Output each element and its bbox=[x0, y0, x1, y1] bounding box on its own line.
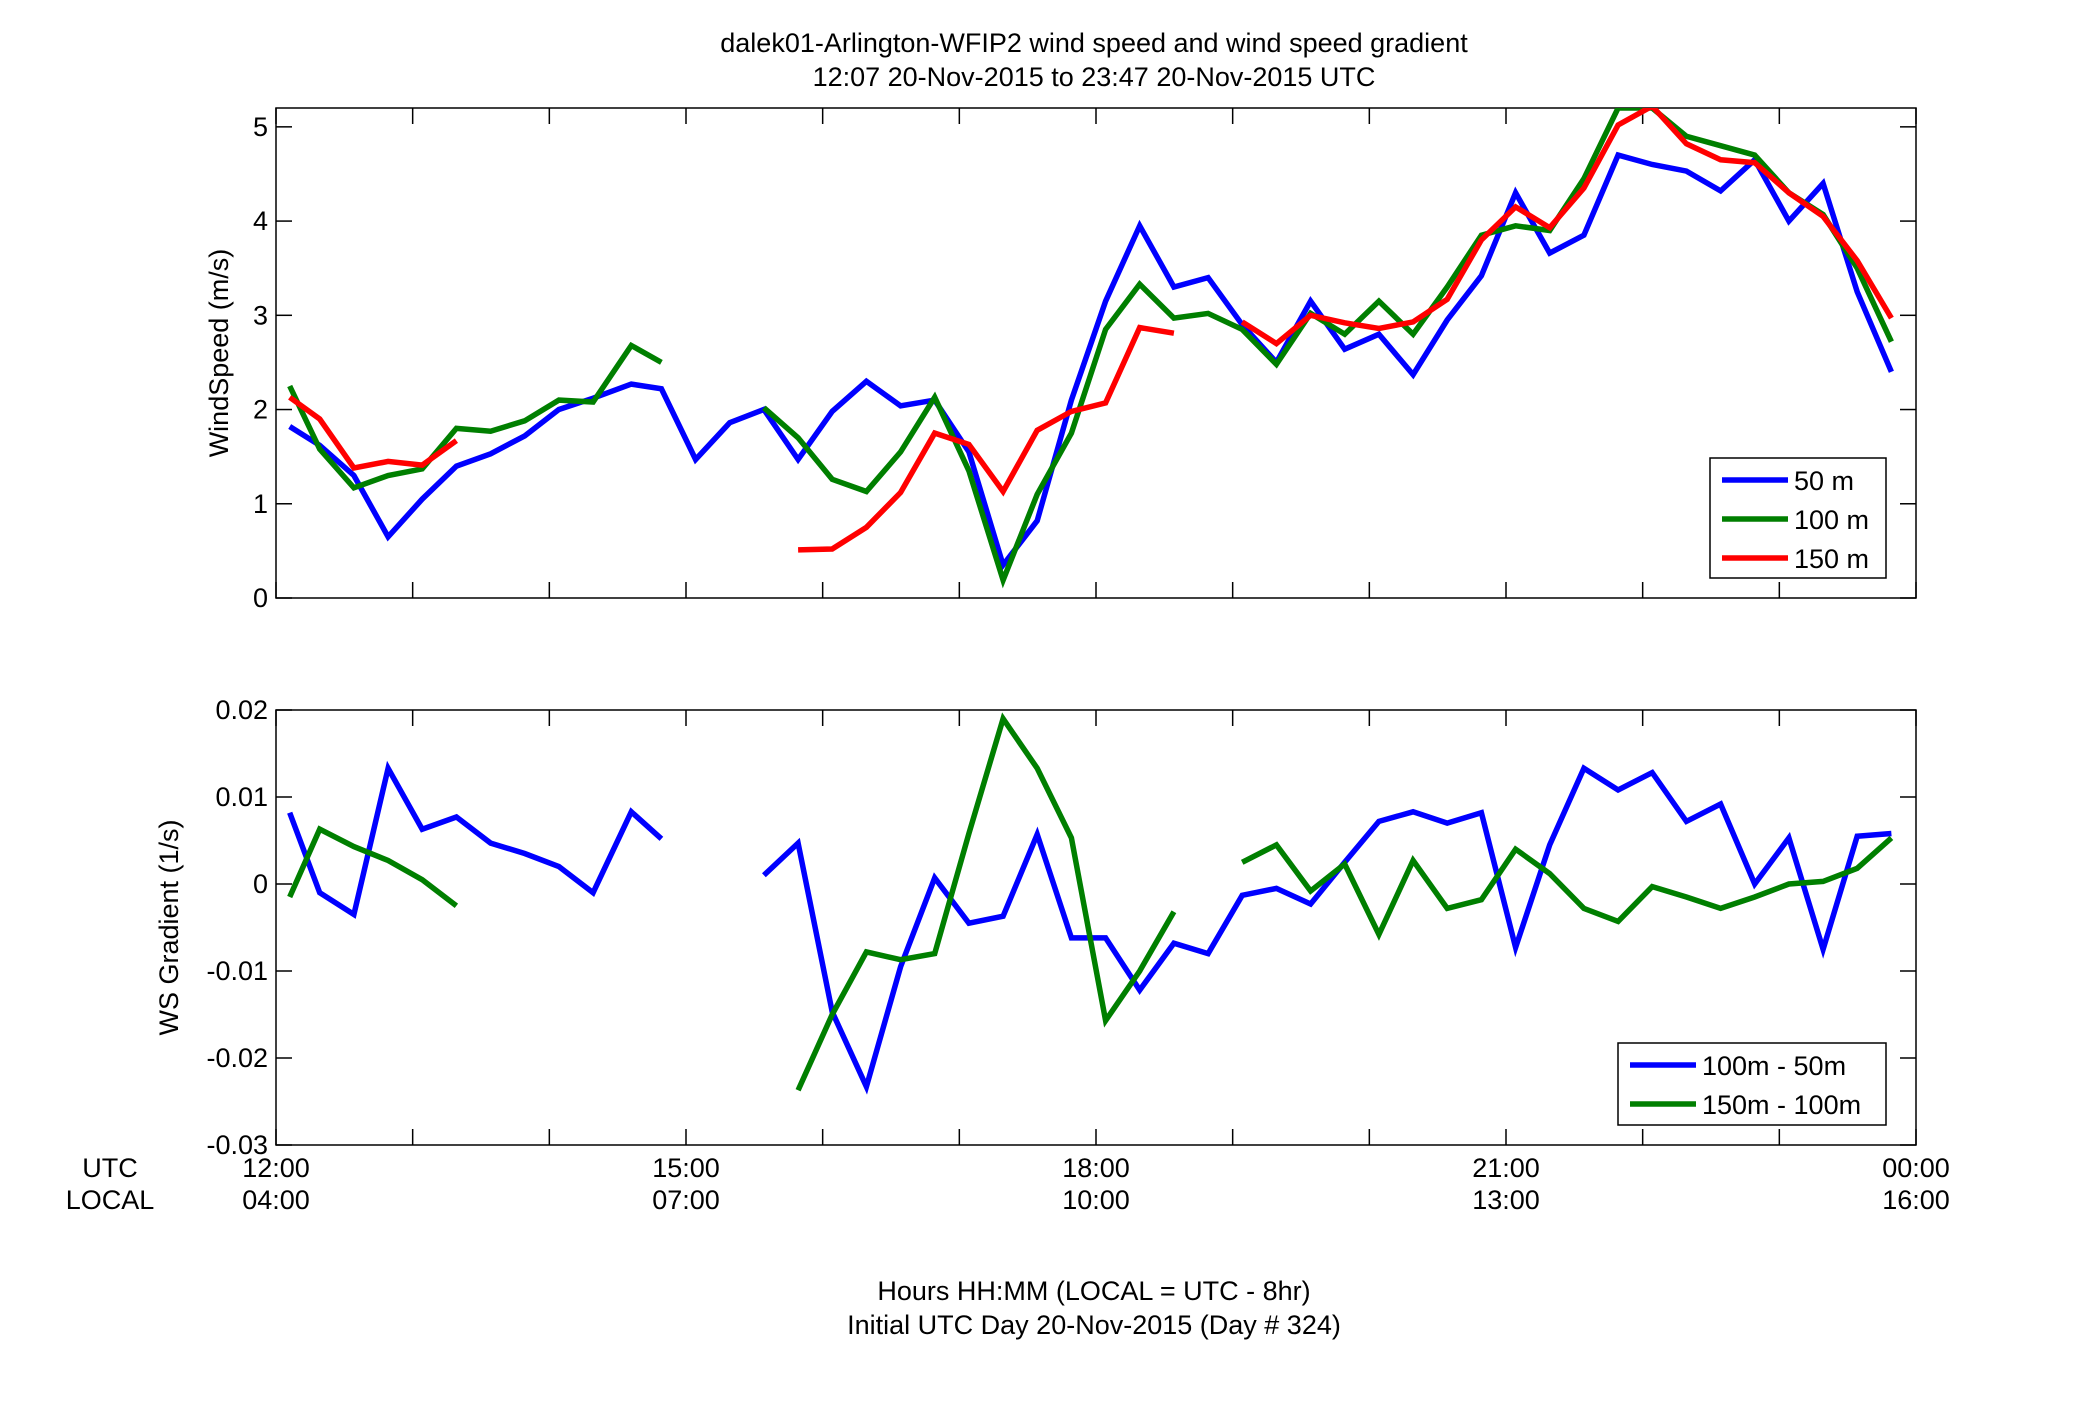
windspeed-y-tick-label: 3 bbox=[253, 300, 268, 330]
windspeed-y-tick-label: 0 bbox=[253, 583, 268, 613]
utc-row-label: UTC bbox=[82, 1153, 138, 1183]
windspeed-y-tick-label: 4 bbox=[253, 206, 268, 236]
gradient-y-tick-label: 0 bbox=[253, 869, 268, 899]
windspeed-legend-entry: 100 m bbox=[1794, 505, 1869, 535]
ws-gradient-panel: -0.03 -0.02 -0.01 0 0.01 0.02 WS Gradient (1/s… bbox=[154, 695, 1917, 1160]
windspeed-legend-entry: 150 m bbox=[1794, 544, 1869, 574]
x-tick-label-utc: 15:00 bbox=[652, 1153, 720, 1183]
windspeed-series-100-m bbox=[287, 108, 1894, 589]
gradient-y-tick-label: -0.02 bbox=[206, 1043, 268, 1073]
x-tick-label-utc: 18:00 bbox=[1062, 1153, 1130, 1183]
x-tick-label-utc: 21:00 bbox=[1472, 1153, 1540, 1183]
gradient-y-tick-label: 0.01 bbox=[215, 782, 268, 812]
x-tick-labels: 12:00 15:00 18:00 21:00 00:00 04:00 07:00 10:00… bbox=[242, 1153, 1950, 1215]
windspeed-panel: 0 1 2 3 4 5 WindSpeed (m/s) 50 m 100 m 150 m bbox=[204, 107, 1917, 613]
windspeed-y-tick-label: 5 bbox=[253, 112, 268, 142]
gradient-legend-entry: 100m - 50m bbox=[1702, 1051, 1846, 1081]
windspeed-legend-entry: 50 m bbox=[1794, 466, 1854, 496]
x-tick-label-local: 10:00 bbox=[1062, 1185, 1130, 1215]
chart-title-line2: 12:07 20-Nov-2015 to 23:47 20-Nov-2015 U… bbox=[813, 62, 1376, 92]
x-tick-label-local: 13:00 bbox=[1472, 1185, 1540, 1215]
windspeed-series-50-m bbox=[288, 151, 1894, 571]
gradient-y-axis-label: WS Gradient (1/s) bbox=[154, 819, 184, 1035]
gradient-y-tick-label: -0.01 bbox=[206, 956, 268, 986]
x-tick-label-utc: 12:00 bbox=[242, 1153, 310, 1183]
gradient-series-150m-100m bbox=[287, 712, 1894, 1092]
gradient-legend-entry: 150m - 100m bbox=[1702, 1090, 1861, 1120]
x-tick-label-local: 04:00 bbox=[242, 1185, 310, 1215]
gradient-legend-box bbox=[1617, 1042, 1887, 1126]
x-axis-caption-line2: Initial UTC Day 20-Nov-2015 (Day # 324) bbox=[847, 1310, 1341, 1340]
x-axis-caption-line1: Hours HH:MM (LOCAL = UTC - 8hr) bbox=[877, 1276, 1310, 1306]
windspeed-series-150-m bbox=[288, 108, 1894, 553]
windspeed-y-tick-label: 1 bbox=[253, 489, 268, 519]
x-tick-label-local: 16:00 bbox=[1882, 1185, 1950, 1215]
windspeed-legend: 50 m 100 m 150 m bbox=[1709, 457, 1887, 579]
chart-title-line1: dalek01-Arlington-WFIP2 wind speed and w… bbox=[720, 28, 1468, 58]
windspeed-y-tick-label: 2 bbox=[253, 395, 268, 425]
x-tick-label-local: 07:00 bbox=[652, 1185, 720, 1215]
gradient-y-tick-label: 0.02 bbox=[215, 695, 268, 725]
windspeed-y-axis-label: WindSpeed (m/s) bbox=[204, 249, 234, 458]
x-tick-label-utc: 00:00 bbox=[1882, 1153, 1950, 1183]
gradient-y-tick-label: -0.03 bbox=[206, 1130, 268, 1160]
local-row-label: LOCAL bbox=[66, 1185, 155, 1215]
gradient-legend: 100m - 50m 150m - 100m bbox=[1617, 1042, 1887, 1126]
